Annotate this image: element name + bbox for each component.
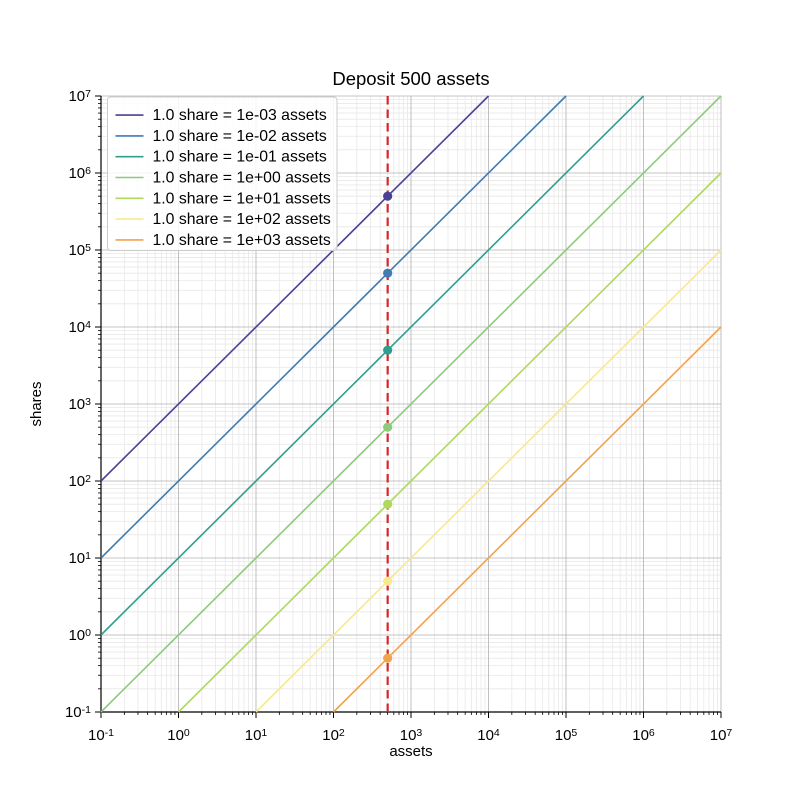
- svg-text:1.0 share = 1e+00 assets: 1.0 share = 1e+00 assets: [153, 170, 331, 187]
- svg-text:assets: assets: [389, 743, 432, 760]
- svg-text:1.0 share = 1e+03 assets: 1.0 share = 1e+03 assets: [153, 232, 331, 249]
- svg-text:shares: shares: [28, 381, 45, 426]
- svg-text:Deposit 500 assets: Deposit 500 assets: [332, 68, 489, 89]
- svg-text:1.0 share = 1e-01 assets: 1.0 share = 1e-01 assets: [153, 149, 327, 166]
- svg-text:1.0 share = 1e-03 assets: 1.0 share = 1e-03 assets: [153, 107, 327, 124]
- svg-text:1.0 share = 1e-02 assets: 1.0 share = 1e-02 assets: [153, 128, 327, 145]
- svg-text:1.0 share = 1e+02 assets: 1.0 share = 1e+02 assets: [153, 211, 331, 228]
- svg-text:1.0 share = 1e+01 assets: 1.0 share = 1e+01 assets: [153, 190, 331, 207]
